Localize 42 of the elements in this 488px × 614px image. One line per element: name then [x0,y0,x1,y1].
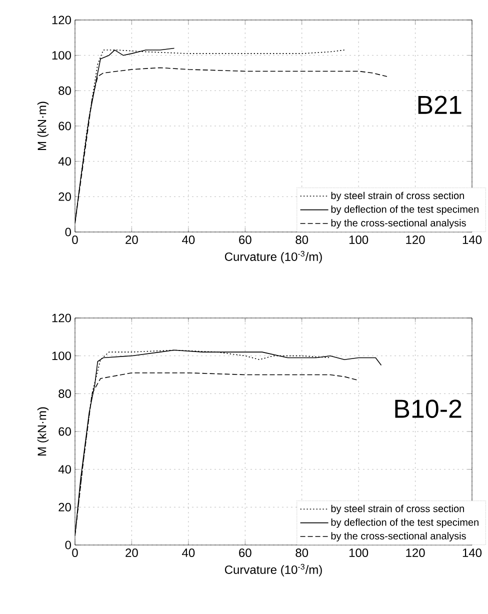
x-tick-label: 120 [406,236,425,244]
x-axis-title: Curvature (10$^{-3}$/m) [224,564,322,576]
legend-label: by the cross-sectional analysis [331,532,466,542]
y-tick-label: 40 [58,465,71,474]
y-tick-label: 0 [65,540,72,550]
x-tick-label: 100 [349,548,368,558]
y-axis-title: M (kN·m) [37,102,49,150]
y-tick-label: 0 [65,228,72,236]
y-tick-label: 20 [58,192,71,201]
x-tick-label: 40 [182,236,195,244]
y-tick-label: 60 [58,122,71,130]
y-tick-label: 80 [58,86,71,95]
annotation: B21 [418,96,462,114]
legend-label: by deflection of the test specimen [331,518,478,528]
y-tick-label: 60 [58,427,71,436]
y-tick-label: 20 [58,502,71,512]
legend-label: by the cross-sectional analysis [331,219,466,228]
x-tick-label: 120 [406,548,425,558]
x-tick-label: 100 [349,236,368,244]
legend-label: by deflection of the test specimen [331,205,478,215]
x-tick-label: 140 [462,548,482,558]
y-tick-label: 40 [58,157,71,166]
y-tick-label: 120 [52,16,71,24]
x-tick-label: 60 [239,548,252,558]
y-tick-label: 100 [52,352,71,360]
x-tick-label: 20 [126,236,138,244]
annotation: B10-2 [395,400,462,418]
y-axis-title: M (kN·m) [37,407,49,456]
legend-label: by steel strain of cross section [331,504,464,514]
x-tick-label: 0 [72,236,78,244]
x-tick-label: 60 [239,236,252,244]
y-tick-label: 100 [52,51,71,60]
x-tick-label: 80 [296,236,308,244]
x-tick-label: 20 [126,548,138,558]
y-tick-label: 80 [58,389,71,398]
x-tick-label: 0 [72,548,78,558]
x-tick-label: 140 [462,236,482,244]
x-tick-label: 40 [182,548,195,558]
y-tick-label: 120 [52,314,71,322]
x-tick-label: 80 [296,548,308,558]
x-axis-title: Curvature (10$^{-3}$/m) [224,250,322,264]
legend-label: by steel strain of cross section [331,192,464,202]
